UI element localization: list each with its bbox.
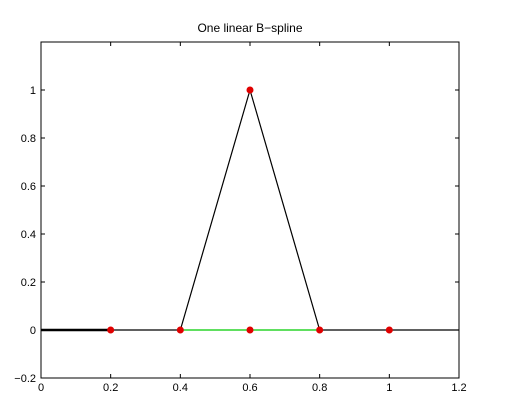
data-point	[385, 326, 393, 334]
y-tick-label: 0.4	[21, 229, 36, 241]
y-tick-label: 0.6	[21, 181, 36, 193]
data-point	[246, 326, 254, 334]
y-tick-label: −0.2	[14, 373, 36, 385]
x-tick-label: 0.6	[242, 382, 257, 394]
y-tick-label: 0	[30, 325, 36, 337]
y-tick-label: 0.8	[21, 133, 36, 145]
x-tick-label: 0.4	[173, 382, 188, 394]
y-tick-label: 0.2	[21, 277, 36, 289]
y-tick-label: 1	[30, 85, 36, 97]
data-point	[176, 326, 184, 334]
x-tick-label: 0.2	[103, 382, 118, 394]
chart-title: One linear B−spline	[197, 21, 302, 35]
data-point	[107, 326, 115, 334]
x-tick-label: 1.2	[451, 382, 466, 394]
x-tick-label: 0	[38, 382, 44, 394]
x-tick-label: 0.8	[312, 382, 327, 394]
data-point	[316, 326, 324, 334]
data-point	[246, 86, 254, 94]
plot-area: 0 0.2 0.4 0.6 0.8 1 1.2−0.200.20.40.60.81	[14, 41, 467, 394]
series-line	[41, 87, 459, 331]
x-tick-label: 1	[386, 382, 392, 394]
